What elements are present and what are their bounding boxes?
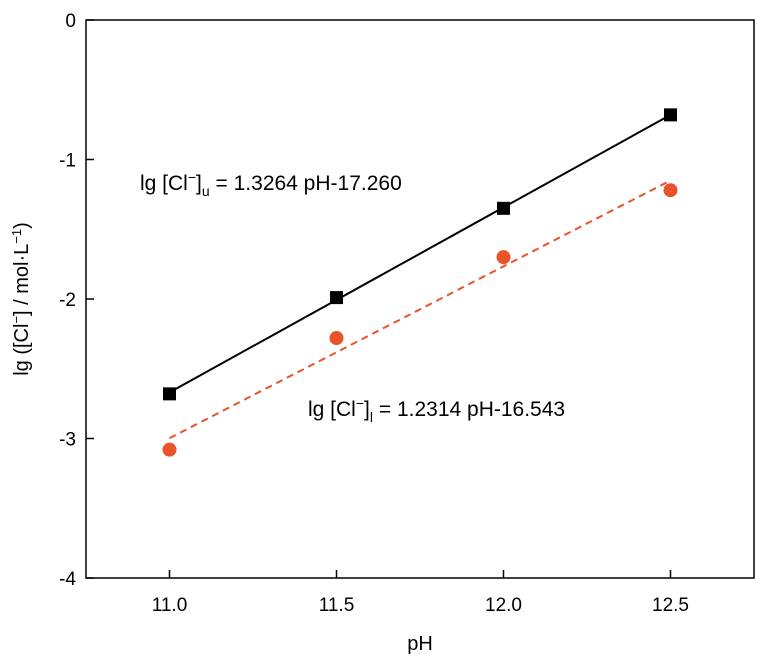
data-point-square	[664, 108, 677, 122]
data-point-square	[330, 291, 343, 305]
y-axis-label: lg ([Cl−] / mol·L−1)	[9, 222, 33, 376]
y-tick-label: -2	[59, 290, 76, 311]
data-point-circle	[663, 183, 678, 198]
x-tick-label: 12.0	[485, 595, 522, 616]
data-point-square	[163, 387, 176, 401]
y-tick-label: 0	[65, 11, 76, 32]
fit-lines	[169, 113, 671, 440]
x-tick-label: 12.5	[652, 595, 689, 616]
y-tick-label: -3	[59, 430, 76, 451]
upper-fit-equation: lg [Cl−]u = 1.3264 pH-17.260	[140, 169, 402, 199]
plot-frame	[85, 19, 755, 579]
fit-line-upper	[169, 113, 671, 394]
data-point-circle	[162, 442, 177, 457]
x-tick-label: 11.5	[319, 595, 355, 616]
data-point-square	[497, 201, 510, 215]
y-tick-label: -4	[59, 569, 76, 590]
x-tick-label: 11.0	[152, 595, 188, 616]
y-axis-ticks: 0 -1 -2 -3 -4	[59, 11, 94, 590]
x-axis-label: pH	[407, 633, 433, 655]
x-axis-ticks: 11.0 11.5 12.0 12.5	[152, 570, 689, 616]
y-tick-label: -1	[59, 151, 76, 172]
data-point-circle	[496, 250, 511, 265]
lower-fit-equation: lg [Cl−]l = 1.2314 pH-16.543	[308, 395, 565, 425]
data-markers	[162, 108, 678, 457]
data-point-circle	[329, 331, 344, 346]
fit-line-lower	[169, 179, 671, 440]
